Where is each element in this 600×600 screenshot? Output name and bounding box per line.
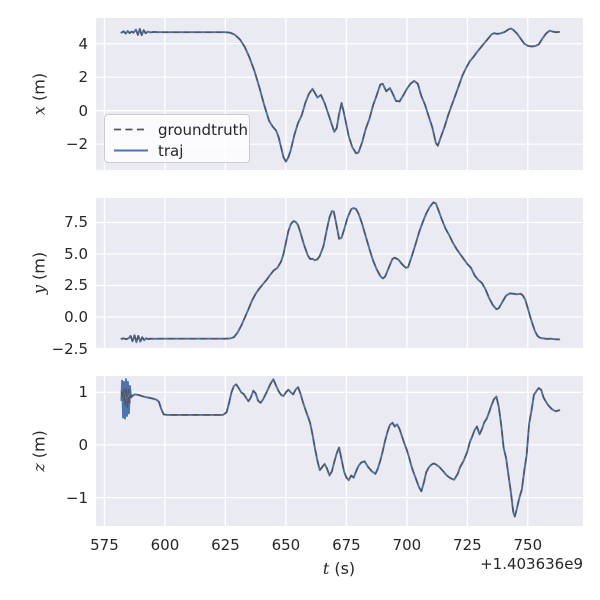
x-tick-label: 600 [150,536,180,554]
subplot-y [96,198,583,348]
x-axis-label-var: t [322,559,330,578]
subplot-z [96,376,583,526]
x-axis-label-unit: (s) [334,559,356,578]
y-tick-label: 0 [78,435,88,454]
x-tick-label: 575 [90,536,119,554]
y-tick-label: 2 [78,68,88,87]
legend-label-traj: traj [158,141,184,160]
y-tick-label: −2.5 [51,339,88,358]
y-tick-label: 2.5 [64,276,88,295]
y-tick-label: 4 [78,34,88,53]
y-axis-label-z-var: z [29,463,49,472]
y-tick-label: 0.0 [64,307,88,326]
x-tick-label: 750 [513,536,543,554]
y-tick-label: 7.5 [64,213,88,232]
y-tick-label: 1 [78,383,88,402]
x-tick-label: 725 [453,536,482,554]
traj-solid-line-sample [114,149,148,152]
plot-area [96,18,583,170]
groundtruth-line [120,378,560,518]
traj-line [120,201,561,344]
x-tick-label: 675 [332,536,361,554]
groundtruth-line [121,27,560,163]
legend-item-groundtruth: groundtruth [114,119,249,140]
groundtruth-dashed-line-sample [114,128,148,131]
groundtruth-line [121,201,560,343]
y-tick-label: −2 [65,135,88,154]
x-tick-label: 650 [271,536,301,554]
y-tick-label: 0 [78,101,88,120]
legend-label-groundtruth: groundtruth [158,120,249,139]
plot-area [96,198,583,348]
legend: groundtruth traj [104,114,250,163]
plot-area [96,376,583,526]
x-tick-label: 625 [211,536,240,554]
y-tick-label: 5.0 [64,244,88,263]
x-axis-label: t (s) [323,559,355,578]
x-axis-offset-text: +1.403636e9 [480,555,583,573]
legend-item-traj: traj [114,140,249,161]
x-tick-label: 700 [392,536,422,554]
y-tick-label: −1 [65,488,88,507]
